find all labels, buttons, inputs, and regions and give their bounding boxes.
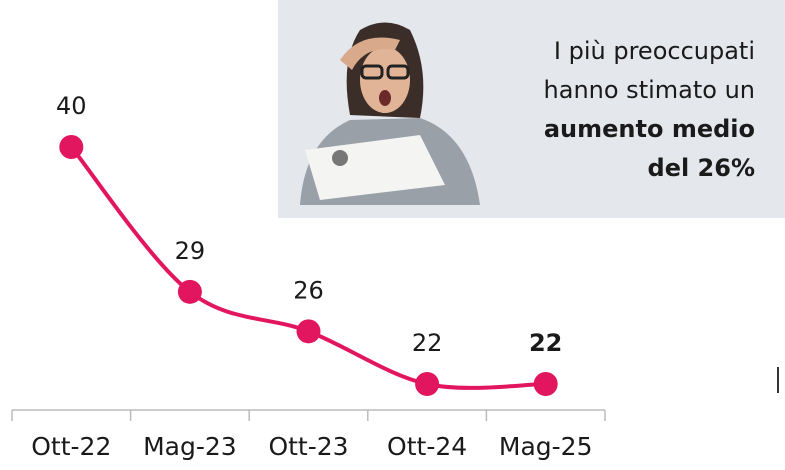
x-tick-label: Mag-23 — [143, 432, 237, 461]
annotation-text: hanno stimato un — [544, 76, 755, 104]
data-label: 22 — [412, 329, 443, 357]
annotation-box: I più preoccupati hanno stimato un aumen… — [278, 0, 785, 218]
data-label: 26 — [293, 276, 324, 304]
annotation-text: del 26% — [648, 154, 755, 182]
chart: I più preoccupati hanno stimato un aumen… — [0, 0, 785, 470]
point — [178, 280, 202, 304]
data-label: 29 — [175, 237, 206, 265]
point — [415, 372, 439, 396]
x-tick-label: Ott-23 — [268, 432, 348, 461]
point — [534, 372, 558, 396]
annotation-text: I più preoccupati — [554, 37, 755, 65]
annotation-text: aumento medio — [544, 115, 755, 143]
point — [297, 319, 321, 343]
point — [59, 135, 83, 159]
data-label: 40 — [56, 92, 87, 120]
data-label: 22 — [529, 329, 562, 357]
x-tick-label: Ott-24 — [387, 432, 467, 461]
x-tick-label: Ott-22 — [31, 432, 111, 461]
x-tick-label: Mag-25 — [499, 432, 593, 461]
